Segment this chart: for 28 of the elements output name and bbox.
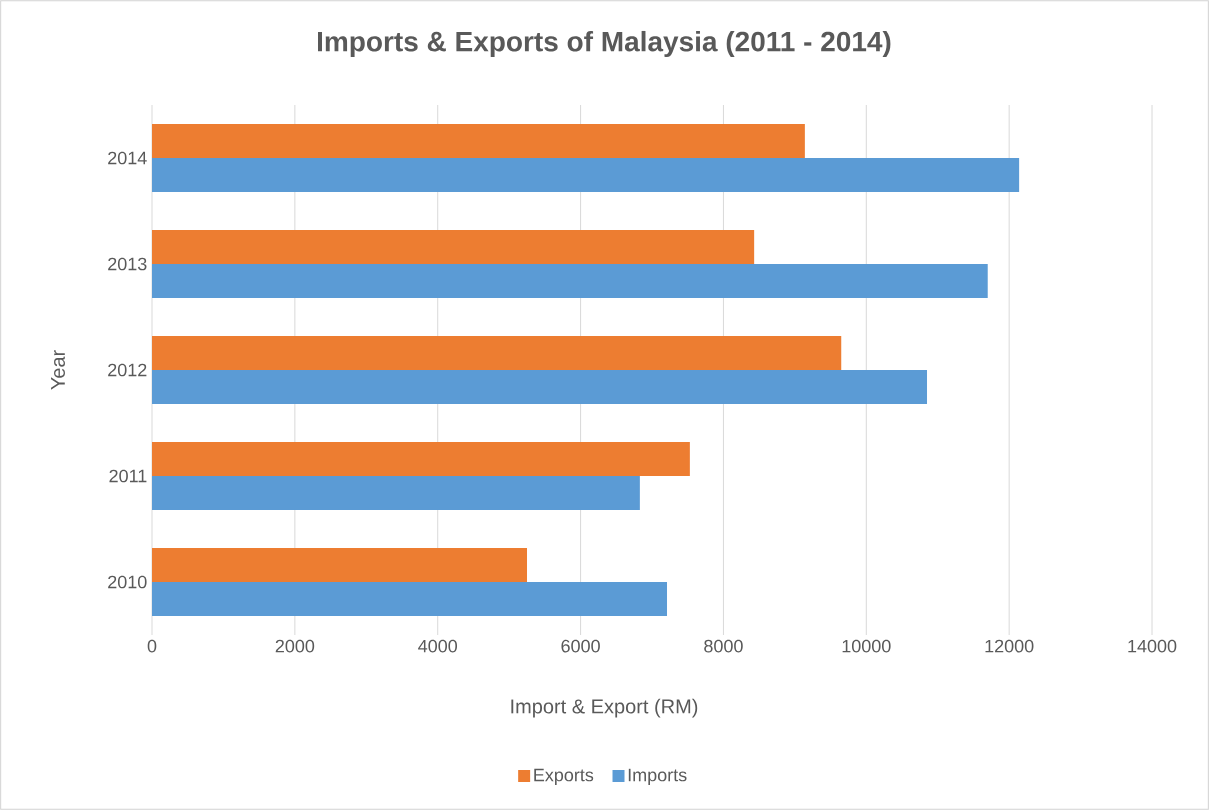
x-tick-label: 8000 — [704, 639, 743, 653]
y-tick-label: 2011 — [109, 469, 147, 483]
x-tick-label: 4000 — [418, 639, 458, 653]
bar — [152, 442, 690, 476]
legend-label: Exports — [534, 768, 594, 785]
bar — [152, 548, 528, 583]
y-axis-title: Year — [51, 350, 65, 390]
chart-title: Imports & Exports of Malaysia (2011 - 2014) — [317, 30, 891, 58]
y-tick-label: 2012 — [108, 363, 147, 377]
y-tick-label: 2013 — [108, 257, 147, 271]
x-axis-title: Import & Export (RM) — [511, 698, 698, 718]
bar — [152, 336, 842, 370]
x-tick-label: 12000 — [985, 639, 1034, 653]
bar — [152, 124, 805, 158]
x-tick-label: 0 — [147, 639, 157, 653]
y-tick-label: 2014 — [108, 151, 147, 165]
bar — [152, 582, 668, 616]
bar — [152, 370, 928, 404]
x-tick-label: 6000 — [561, 639, 600, 653]
x-tick-label: 10000 — [842, 639, 891, 653]
bar — [152, 158, 1020, 192]
legend-label: Imports — [628, 768, 687, 785]
x-tick-label: 2000 — [275, 639, 315, 653]
bar — [152, 476, 640, 510]
x-tick-label: 14000 — [1128, 639, 1177, 653]
bar — [152, 230, 755, 264]
bar — [152, 264, 988, 298]
y-tick-label: 2010 — [108, 575, 147, 589]
